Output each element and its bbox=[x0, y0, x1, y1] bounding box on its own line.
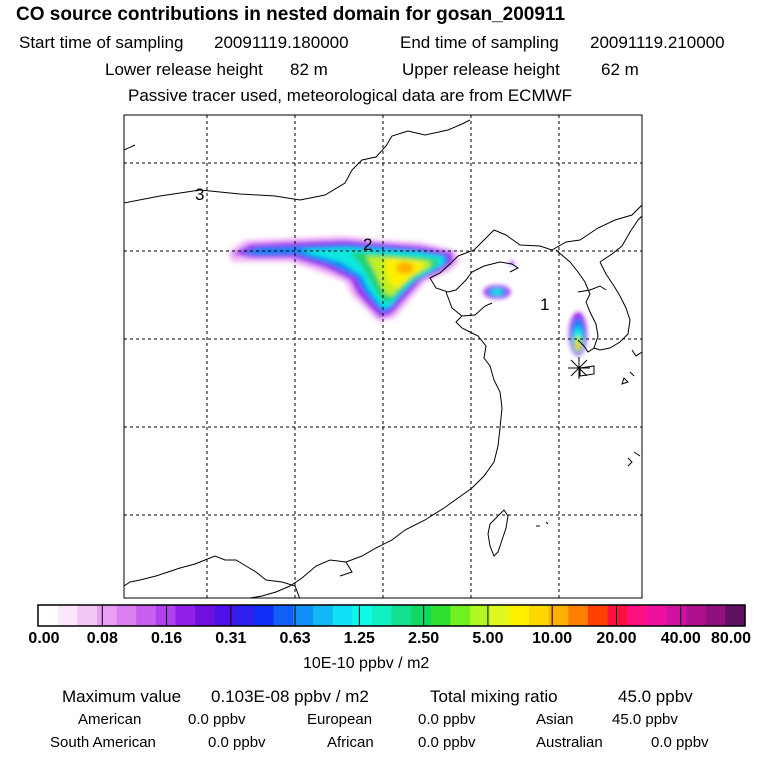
region-value: 0.0 ppbv bbox=[418, 734, 476, 751]
colorbar-swatch bbox=[528, 605, 550, 626]
upper-release-value: 62 m bbox=[601, 60, 639, 79]
colorbar-tick-label: 5.00 bbox=[472, 630, 504, 647]
lat-lon-grid bbox=[124, 115, 642, 598]
colorbar-swatch bbox=[391, 605, 412, 626]
colorbar-tick-label: 1.25 bbox=[343, 630, 375, 647]
colorbar-tick-label: 80.00 bbox=[710, 630, 752, 647]
colorbar-swatch bbox=[77, 605, 98, 626]
colorbar-swatch bbox=[155, 605, 177, 626]
colorbar-unit: 10E-10 ppbv / m2 bbox=[303, 655, 430, 672]
colorbar-tick-label: 2.50 bbox=[408, 630, 440, 647]
colorbar-swatch bbox=[234, 605, 255, 626]
region-name: Australian bbox=[536, 734, 603, 751]
colorbar-swatch bbox=[509, 605, 530, 626]
max-value: 0.103E-08 ppbv / m2 bbox=[211, 687, 369, 706]
colorbar-swatch bbox=[705, 605, 726, 626]
colorbar-swatch bbox=[686, 605, 707, 626]
colorbar-swatch bbox=[548, 605, 569, 626]
total-mixing-label: Total mixing ratio bbox=[430, 687, 558, 706]
colorbar-swatch bbox=[332, 605, 353, 626]
colorbar-swatch bbox=[293, 605, 314, 626]
upper-release-label: Upper release height bbox=[402, 60, 560, 79]
colorbar-swatch bbox=[312, 605, 334, 626]
tracer-note: Passive tracer used, meteorological data… bbox=[128, 86, 573, 105]
region-name: American bbox=[78, 711, 142, 728]
start-time-value: 20091119.180000 bbox=[214, 33, 349, 52]
end-time-value: 20091119.210000 bbox=[590, 33, 725, 52]
region-name: Asian bbox=[536, 711, 574, 728]
start-time-label: Start time of sampling bbox=[19, 33, 184, 52]
end-time-label: End time of sampling bbox=[400, 33, 559, 52]
colorbar-swatch bbox=[195, 605, 216, 626]
region-value: 0.0 ppbv bbox=[188, 711, 246, 728]
colorbar-swatch bbox=[175, 605, 196, 626]
region-label-3: 3 bbox=[195, 185, 205, 204]
region-label-1: 1 bbox=[540, 295, 550, 314]
colorbar-swatch bbox=[430, 605, 452, 626]
plume-small bbox=[483, 261, 515, 299]
region-value: 0.0 ppbv bbox=[418, 711, 476, 728]
colorbar-swatch bbox=[57, 605, 78, 626]
colorbar-swatch bbox=[38, 605, 59, 626]
colorbar-swatch bbox=[587, 605, 609, 626]
region-value: 0.0 ppbv bbox=[651, 734, 709, 751]
colorbar-swatch bbox=[371, 605, 393, 626]
colorbar-tick-label: 20.00 bbox=[596, 630, 637, 647]
colorbar-swatch bbox=[627, 605, 648, 626]
lower-release-label: Lower release height bbox=[105, 60, 263, 79]
colorbar-swatch bbox=[450, 605, 471, 626]
colorbar-tick-label: 0.00 bbox=[28, 630, 60, 647]
colorbar-swatch bbox=[96, 605, 118, 626]
colorbar-swatch bbox=[646, 605, 668, 626]
colorbar-tick-label: 10.00 bbox=[532, 630, 573, 647]
colorbar-tick-label: 0.31 bbox=[215, 630, 247, 647]
colorbar-swatch bbox=[666, 605, 687, 626]
receptor-asterisk-marker bbox=[568, 357, 590, 379]
map-frame bbox=[123, 114, 643, 599]
coastlines bbox=[124, 119, 642, 598]
region-name: European bbox=[307, 711, 373, 728]
colorbar-swatch bbox=[489, 605, 510, 626]
colorbar-swatch bbox=[411, 605, 432, 626]
region-value: 0.0 ppbv bbox=[208, 734, 266, 751]
colorbar-swatch bbox=[568, 605, 589, 626]
colorbar-swatch bbox=[470, 605, 491, 626]
region-label-2: 2 bbox=[363, 235, 373, 254]
region-name: South American bbox=[50, 734, 156, 751]
colorbar-tick-label: 0.16 bbox=[150, 630, 183, 647]
colorbar-swatch bbox=[136, 605, 157, 626]
colorbar-swatch bbox=[352, 605, 373, 626]
max-value-label: Maximum value bbox=[62, 687, 182, 706]
colorbar-frame bbox=[37, 604, 746, 627]
total-mixing-value: 45.0 ppbv bbox=[618, 687, 693, 706]
colorbar-tick-label: 40.00 bbox=[660, 630, 701, 647]
colorbar-tick-label: 0.63 bbox=[279, 630, 311, 647]
region-value: 45.0 ppbv bbox=[612, 711, 678, 728]
page-title: CO source contributions in nested domain… bbox=[16, 4, 566, 25]
colorbar-swatch bbox=[254, 605, 275, 626]
lower-release-value: 82 m bbox=[290, 60, 328, 79]
colorbar-swatch bbox=[116, 605, 137, 626]
colorbar-swatch bbox=[214, 605, 235, 626]
region-name: African bbox=[327, 734, 374, 751]
colorbar-swatch bbox=[607, 605, 628, 626]
colorbar-tick-label: 0.08 bbox=[86, 630, 118, 647]
colorbar-swatch bbox=[273, 605, 294, 626]
colorbar-swatch bbox=[725, 605, 746, 626]
